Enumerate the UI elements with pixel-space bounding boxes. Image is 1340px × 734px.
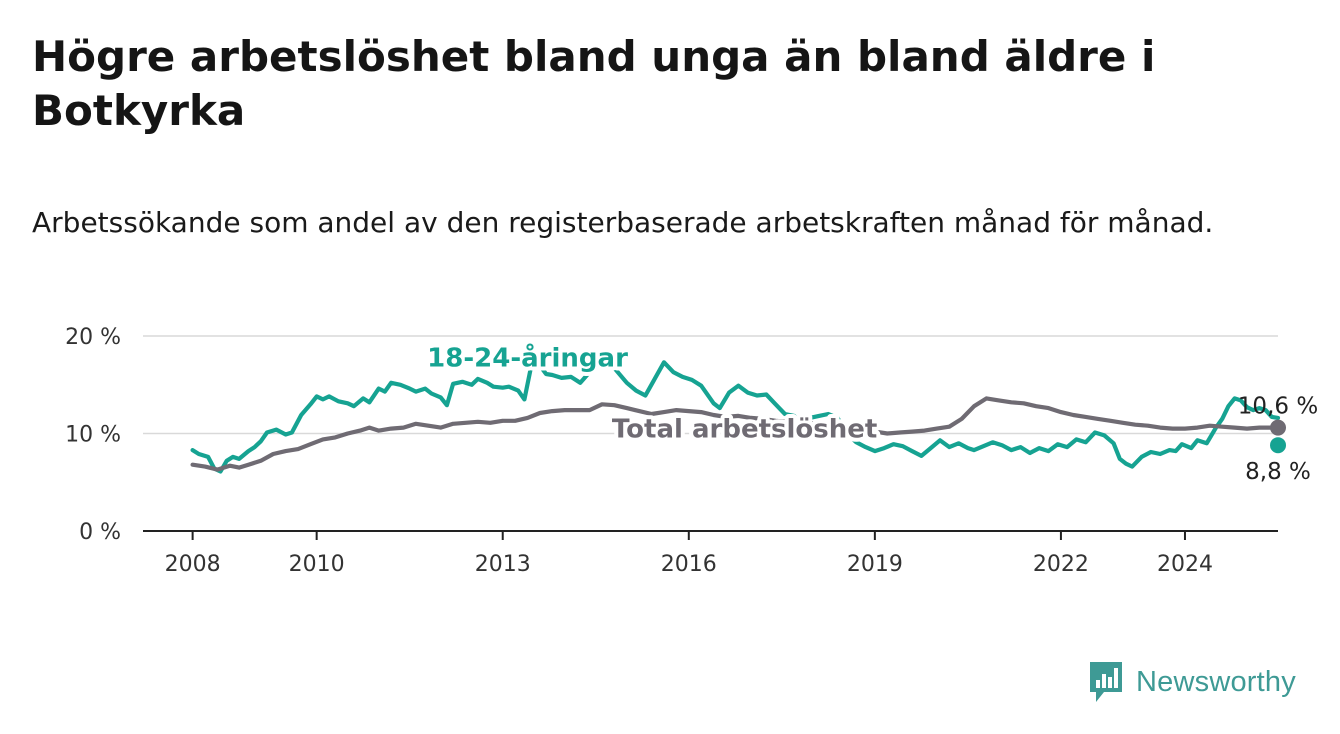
x-tick-label: 2013 xyxy=(475,552,531,577)
x-tick-label: 2010 xyxy=(289,552,345,577)
x-tick-label: 2024 xyxy=(1157,552,1213,577)
series-line-youth xyxy=(190,357,1281,474)
chart-subtitle: Arbetssökande som andel av den registerb… xyxy=(32,206,1214,239)
end-value-label-total: 10,6 % xyxy=(1238,394,1318,420)
end-point-total xyxy=(1270,419,1286,436)
x-tick-label: 2008 xyxy=(165,552,221,577)
y-tick-label: 20 % xyxy=(65,325,121,350)
brand-logo: Newsworthy xyxy=(1088,660,1296,704)
end-point-youth xyxy=(1270,437,1286,454)
gridlines xyxy=(143,335,1278,532)
series-line-total xyxy=(190,396,1281,472)
y-tick-label: 10 % xyxy=(65,423,121,448)
x-tick-label: 2019 xyxy=(847,552,903,577)
chart-title: Högre arbetslöshet bland unga än bland ä… xyxy=(32,32,1156,135)
brand-name: Newsworthy xyxy=(1136,665,1296,698)
end-value-label-youth: 8,8 % xyxy=(1245,459,1311,485)
x-axis-ticks: 2008 2010 2013 2016 2019 2022 2024 xyxy=(165,531,1213,577)
x-tick-label: 2016 xyxy=(661,552,717,577)
line-chart: 0 % 10 % 20 % 2008 2010 2013 2016 2019 2022 2024… xyxy=(65,325,1318,577)
x-tick-label: 2022 xyxy=(1033,552,1089,577)
series-label-youth: 18-24-åringar xyxy=(427,341,628,373)
series-labels: 8,8 % 18-24-åringar 10,6 % Total arbetslösh… xyxy=(423,337,1318,485)
series-label-total: Total arbetslöshet xyxy=(612,415,877,445)
series-lines xyxy=(190,357,1286,474)
y-tick-label: 0 % xyxy=(79,520,121,545)
y-axis-ticks: 0 % 10 % 20 % xyxy=(65,325,121,545)
newsworthy-logo-icon xyxy=(1090,662,1122,702)
